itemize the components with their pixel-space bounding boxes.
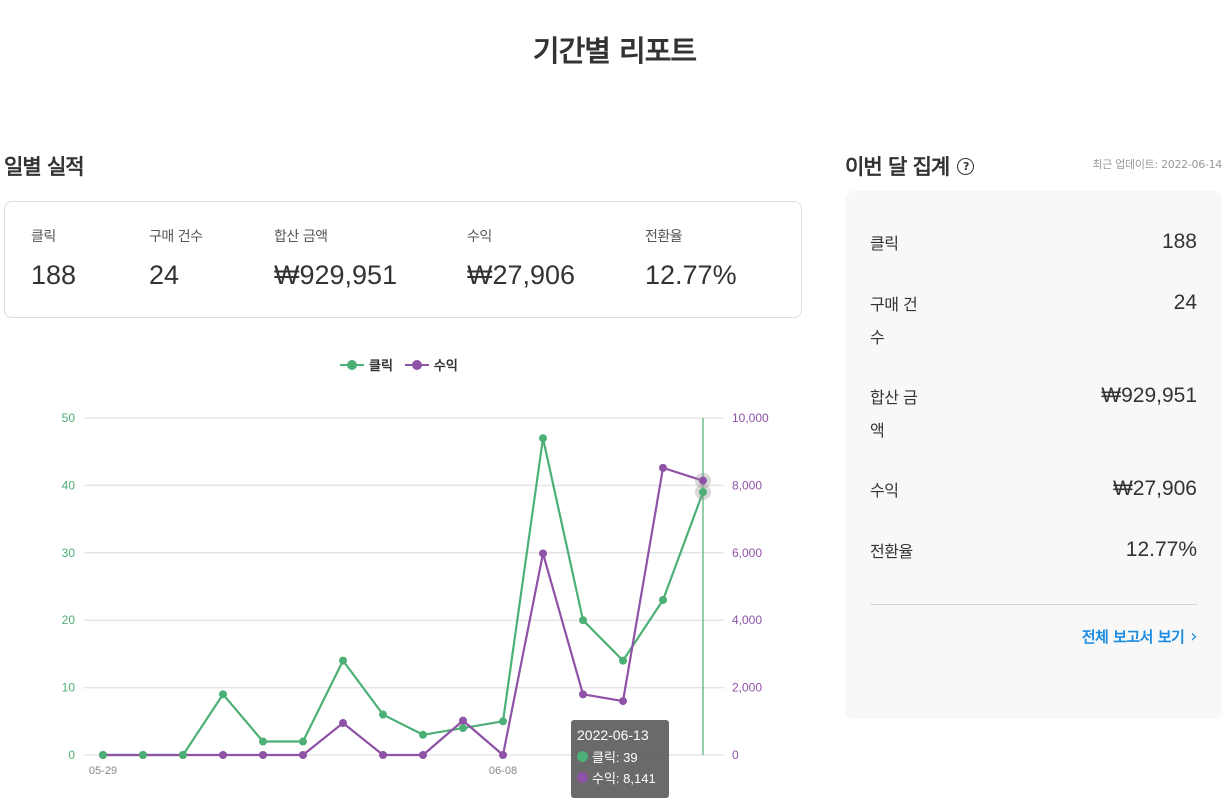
x-tick-label: 06-08: [489, 765, 517, 777]
y-right-tick-label: 0: [732, 748, 739, 762]
full-report-link-label: 전체 보고서 보기: [1081, 628, 1185, 646]
point-revenue: [339, 718, 347, 727]
point-clicks: [379, 710, 387, 719]
stat-revenue: 수익 ₩27,906: [467, 226, 575, 291]
stat-value: ₩929,951: [274, 260, 398, 290]
y-left-tick-label: 20: [62, 613, 76, 627]
point-clicks: [99, 751, 107, 759]
point-clicks: [619, 656, 627, 665]
point-revenue: [219, 751, 227, 759]
point-clicks: [339, 656, 347, 665]
divider: [870, 604, 1197, 605]
month-row-value: 12.77%: [1125, 538, 1197, 561]
last-updated: 최근 업데이트: 2022-06-14: [1092, 158, 1222, 171]
point-clicks: [579, 616, 587, 625]
y-right-tick-label: 4,000: [732, 613, 762, 627]
stat-label: 전환율: [645, 229, 683, 245]
month-row-label: 클릭: [870, 234, 899, 253]
legend-item-clicks[interactable]: 클릭: [340, 355, 393, 374]
stat-conversion-rate: 전환율 12.77%: [645, 226, 737, 291]
y-left-tick-label: 0: [68, 748, 75, 762]
month-row-value: ₩27,906: [1112, 477, 1197, 500]
stat-label: 클릭: [31, 229, 56, 245]
legend-label-revenue: 수익: [433, 359, 458, 374]
month-row-value: 24: [1173, 291, 1197, 314]
point-revenue: [499, 751, 507, 759]
month-section-title: 이번 달 집계 ?: [845, 151, 975, 181]
month-row-value: ₩929,951: [1101, 384, 1197, 407]
stat-label: 구매 건수: [149, 229, 203, 245]
tooltip-date: 2022-06-13: [577, 727, 649, 743]
legend-swatch-revenue: [404, 359, 429, 371]
point-clicks: [259, 737, 267, 746]
tooltip-dot-clicks: [577, 751, 588, 762]
stat-label: 합산 금액: [274, 229, 328, 245]
month-title-text: 이번 달 집계: [845, 155, 950, 179]
legend-swatch-clicks: [340, 359, 364, 371]
stat-value: 188: [31, 260, 77, 290]
month-row-value: 188: [1161, 230, 1197, 253]
y-left-tick-label: 30: [62, 546, 76, 560]
daily-stats-card: 클릭 188 구매 건수 24 합산 금액 ₩929,951 수익 ₩27,90…: [4, 201, 802, 318]
point-revenue: [259, 751, 267, 759]
point-revenue: [619, 697, 627, 706]
point-clicks: [419, 730, 427, 739]
stat-purchases: 구매 건수 24: [149, 226, 203, 291]
month-row-label: 수익: [870, 481, 899, 500]
stat-total-amount: 합산 금액 ₩929,951: [274, 226, 397, 291]
stat-value: 12.77%: [645, 260, 737, 290]
y-left-tick-label: 10: [62, 681, 76, 695]
y-left-tick-label: 40: [62, 478, 76, 492]
point-clicks: [139, 751, 147, 759]
x-tick-label: 05-29: [89, 765, 117, 777]
point-revenue: [579, 690, 587, 699]
series-line-revenue: [103, 466, 704, 757]
tooltip-revenue-value: 수익: 8,141: [592, 771, 656, 786]
tooltip-row-clicks: 클릭: 39: [577, 747, 663, 766]
series-line-clicks: [103, 437, 705, 757]
y-right-tick-label: 6,000: [732, 546, 762, 560]
point-revenue: [699, 476, 707, 485]
y-left-tick-label: 50: [62, 411, 76, 425]
y-right-tick-label: 2,000: [732, 681, 762, 695]
month-row-label: 전환율: [870, 542, 913, 561]
daily-line-chart[interactable]: 0 10 20 30 40 50 0 2,000 4,000 6,000 8,000 10,000 05…: [0, 400, 802, 800]
point-clicks: [659, 595, 667, 604]
point-revenue: [539, 549, 547, 558]
y-right-tick-label: 8,000: [732, 478, 762, 492]
daily-section-title: 일별 실적: [4, 155, 85, 179]
full-report-link[interactable]: 전체 보고서 보기 ›: [1081, 626, 1198, 647]
chart-tooltip: 2022-06-13 클릭: 39 수익: 8,141: [571, 720, 669, 798]
point-revenue: [419, 751, 427, 759]
point-clicks: [219, 690, 227, 699]
point-revenue: [299, 751, 307, 759]
point-clicks: [179, 751, 187, 759]
question-circle-icon[interactable]: ?: [957, 157, 975, 175]
point-revenue: [459, 716, 467, 725]
month-summary-panel: 클릭 188 구매 건수 24 합산 금액 ₩929,951 수익 ₩27,90…: [845, 191, 1222, 719]
point-revenue: [659, 463, 667, 472]
chart-legend: 클릭 수익: [340, 355, 458, 374]
point-clicks: [459, 724, 467, 733]
point-clicks: [539, 434, 547, 443]
page-title: 기간별 리포트: [532, 34, 697, 68]
stat-value: ₩27,906: [467, 260, 576, 290]
stat-label: 수익: [467, 229, 492, 245]
y-right-tick-label: 10,000: [732, 411, 769, 425]
tooltip-clicks-value: 클릭: 39: [592, 750, 638, 765]
legend-item-revenue[interactable]: 수익: [404, 355, 458, 374]
point-clicks: [699, 488, 707, 497]
stat-clicks: 클릭 188: [31, 226, 76, 291]
tooltip-row-revenue: 수익: 8,141: [577, 768, 663, 787]
chevron-right-icon: ›: [1190, 626, 1197, 647]
point-clicks: [499, 717, 507, 726]
point-clicks: [299, 737, 307, 746]
month-row-label: 합산 금액: [870, 388, 918, 440]
month-row-label: 구매 건수: [870, 295, 918, 347]
stat-value: 24: [149, 260, 180, 290]
legend-label-clicks: 클릭: [369, 359, 393, 374]
point-revenue: [379, 751, 387, 759]
tooltip-dot-revenue: [577, 772, 588, 783]
